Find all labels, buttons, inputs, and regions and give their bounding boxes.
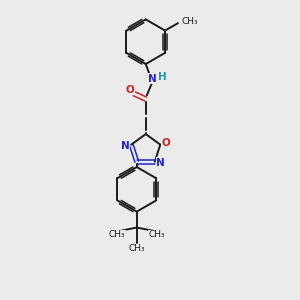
Text: CH₃: CH₃ <box>181 16 198 26</box>
Text: CH₃: CH₃ <box>148 230 165 239</box>
Text: N: N <box>148 74 157 84</box>
Text: N: N <box>156 158 165 168</box>
Text: O: O <box>125 85 134 95</box>
Text: CH₃: CH₃ <box>128 244 145 253</box>
Text: H: H <box>158 72 167 82</box>
Text: N: N <box>121 141 130 151</box>
Text: CH₃: CH₃ <box>109 230 125 239</box>
Text: O: O <box>161 137 170 148</box>
